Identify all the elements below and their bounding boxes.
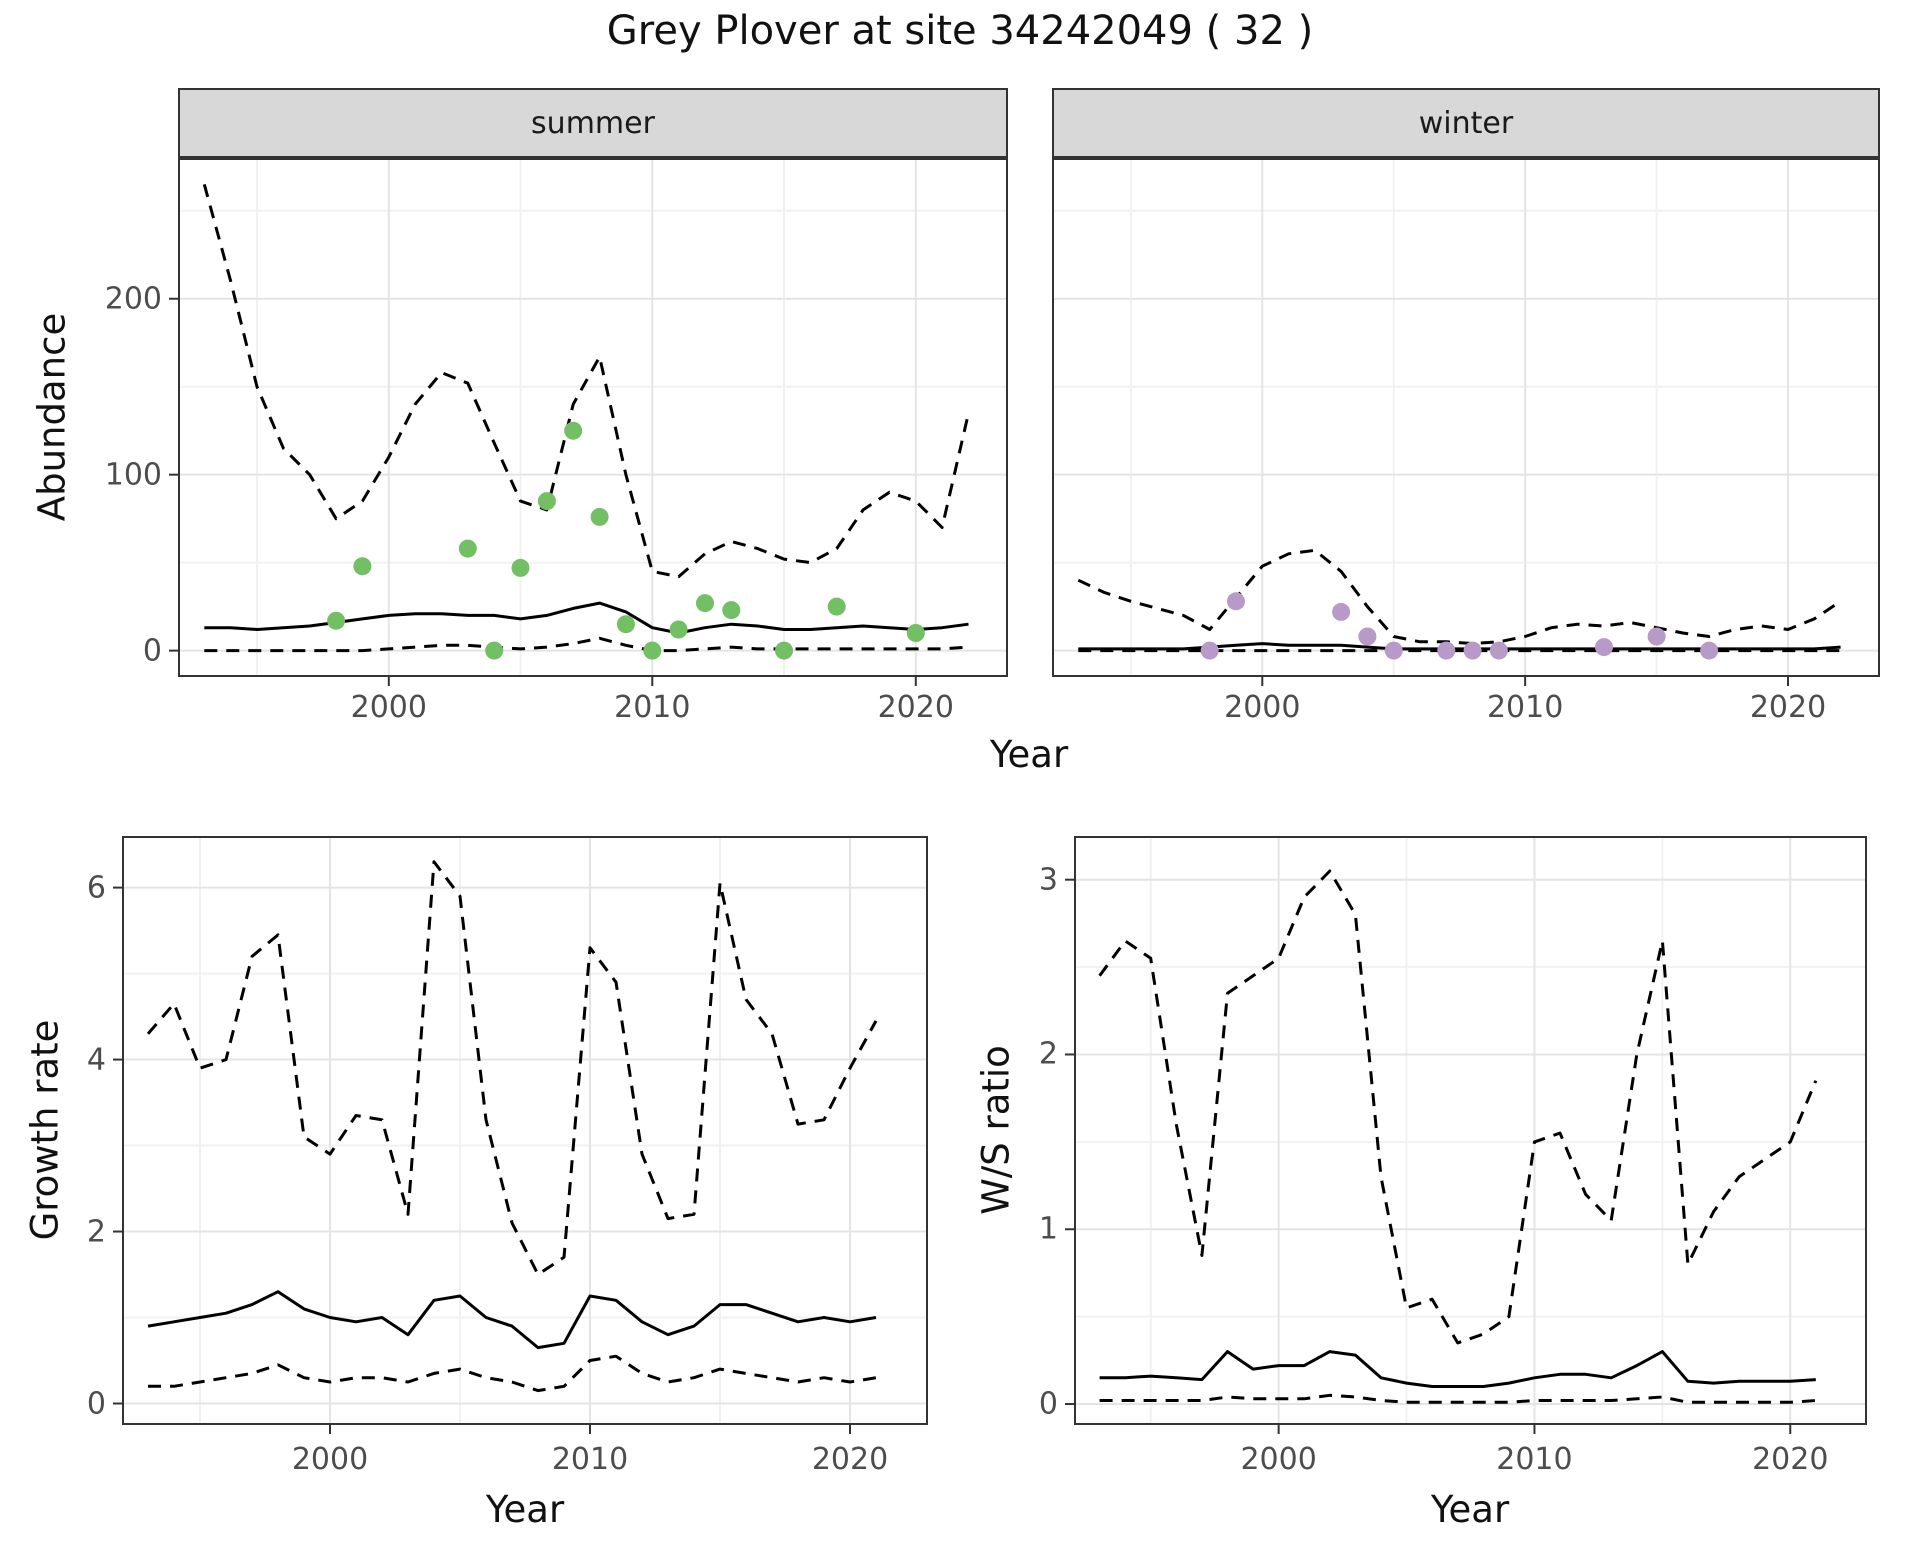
x-axis-label-year-growth: Year	[485, 1488, 565, 1531]
x-axis-label-year-ws: Year	[1430, 1488, 1510, 1531]
y-tick-label: 2	[1038, 1036, 1058, 1072]
x-tick-label: 2020	[1752, 1442, 1829, 1477]
x-tick-label: 2010	[614, 690, 691, 725]
panel-abundance-winter	[1052, 158, 1880, 677]
y-tick-label: 100	[104, 457, 162, 493]
panel-growth-rate	[122, 836, 928, 1425]
panel-ws-ratio	[1074, 836, 1867, 1425]
y-tick-label: 0	[142, 633, 162, 669]
facet-strip-summer: summer	[178, 88, 1008, 158]
y-axis-label-abundance: Abundance	[30, 312, 74, 522]
plot-title: Grey Plover at site 34242049 ( 32 )	[606, 8, 1314, 54]
y-tick-label: 1	[1038, 1211, 1058, 1247]
facet-strip-winter: winter	[1052, 88, 1880, 158]
y-tick-label: 6	[86, 870, 106, 906]
x-tick-label: 2010	[551, 1442, 629, 1477]
x-tick-label: 2010	[1486, 690, 1564, 725]
x-tick-label: 2020	[811, 1442, 889, 1477]
y-axis-label-growth-rate: Growth rate	[23, 1019, 67, 1241]
x-axis-label-year-top: Year	[989, 733, 1069, 776]
x-tick-label: 2000	[1240, 1442, 1317, 1477]
x-tick-label: 2000	[291, 1442, 369, 1477]
y-tick-label: 200	[104, 281, 162, 317]
y-tick-label: 0	[1038, 1386, 1058, 1422]
y-tick-label: 2	[86, 1214, 106, 1250]
y-tick-label: 3	[1038, 862, 1058, 898]
y-tick-label: 4	[86, 1042, 106, 1078]
panel-abundance-summer	[178, 158, 1008, 677]
x-tick-label: 2010	[1496, 1442, 1573, 1477]
x-tick-label: 2020	[877, 690, 954, 725]
x-tick-label: 2000	[1224, 690, 1301, 725]
x-tick-label: 2000	[350, 690, 427, 725]
x-tick-label: 2020	[1749, 690, 1827, 725]
y-tick-label: 0	[86, 1386, 106, 1421]
y-axis-label-ws-ratio: W/S ratio	[974, 1045, 1018, 1215]
